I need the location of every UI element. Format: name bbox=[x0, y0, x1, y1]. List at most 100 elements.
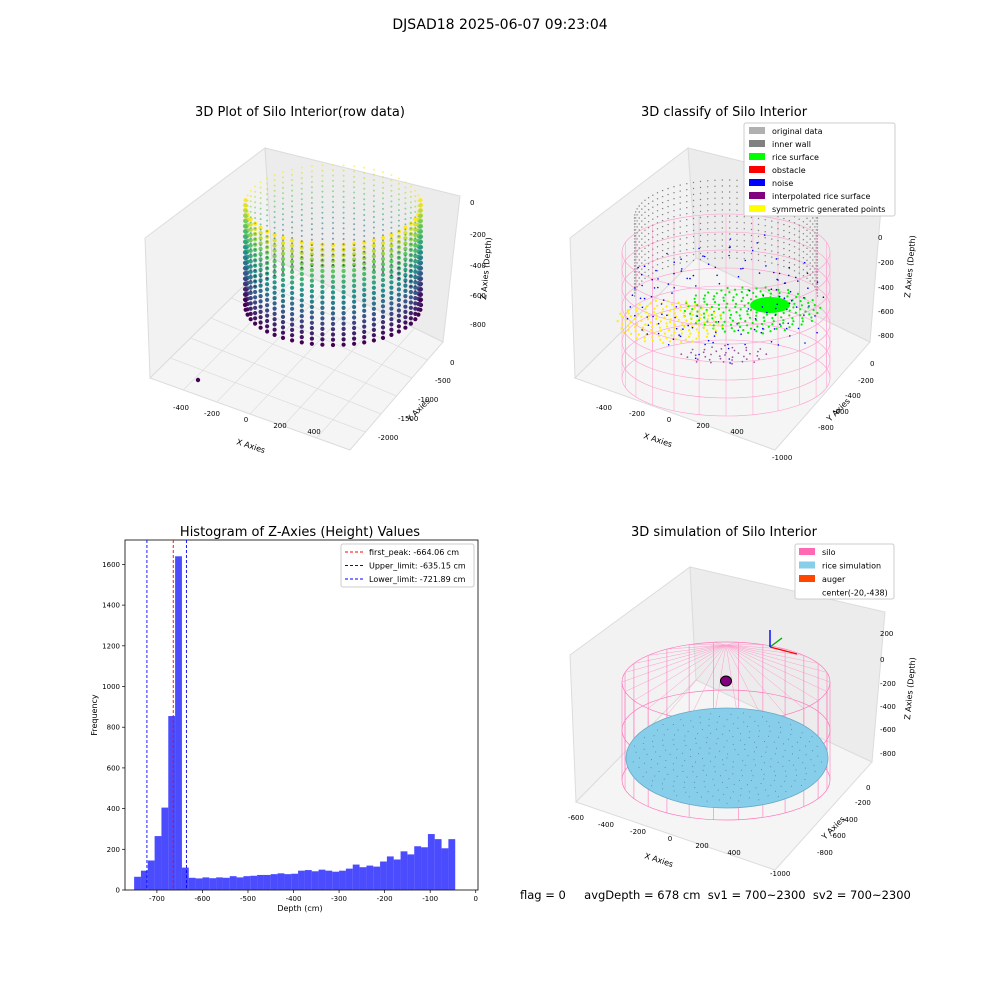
inner-wall-point bbox=[692, 211, 695, 214]
rice-surface-point bbox=[769, 330, 772, 333]
inner-wall-point bbox=[714, 203, 716, 205]
p1-xlabel: X Axies bbox=[235, 437, 266, 455]
inner-wall-point bbox=[721, 221, 723, 223]
rice-mesh-point bbox=[645, 771, 647, 773]
rice-surface-point bbox=[711, 317, 714, 320]
inner-wall-point bbox=[802, 221, 805, 223]
inner-wall-point bbox=[729, 209, 731, 211]
inner-wall-point bbox=[816, 274, 818, 276]
inner-wall-point bbox=[634, 226, 636, 228]
inner-wall-point bbox=[757, 235, 760, 238]
inner-wall-point bbox=[812, 223, 814, 225]
rice-surface-point bbox=[683, 309, 686, 313]
inner-wall-point bbox=[673, 252, 675, 254]
rice-surface-point bbox=[703, 300, 706, 303]
inner-wall-point bbox=[686, 237, 688, 239]
noise-point bbox=[689, 277, 691, 280]
inner-wall-point bbox=[814, 220, 816, 222]
symmetric-point bbox=[673, 307, 676, 310]
inner-wall-point bbox=[793, 270, 796, 272]
symmetric-point bbox=[627, 328, 630, 331]
histogram-bar bbox=[154, 836, 162, 890]
inner-wall-point bbox=[652, 194, 654, 196]
inner-wall-point bbox=[707, 216, 709, 218]
rice-mesh-point bbox=[726, 719, 728, 721]
interpolated-point bbox=[722, 361, 725, 363]
rice-surface-point bbox=[706, 320, 709, 323]
outlier-point bbox=[195, 377, 201, 383]
p4-ytick: -200 bbox=[855, 799, 871, 807]
noise-point bbox=[673, 272, 675, 275]
inner-wall-point bbox=[764, 219, 766, 221]
inner-wall-point bbox=[721, 251, 723, 253]
rice-surface-point bbox=[749, 327, 753, 330]
rice-mesh-point bbox=[743, 712, 744, 714]
inner-wall-point bbox=[641, 256, 643, 258]
rice-mesh-point bbox=[673, 769, 675, 771]
inner-wall-point bbox=[814, 256, 816, 258]
axis-y-arrow bbox=[769, 637, 783, 648]
symmetric-point bbox=[685, 319, 688, 322]
symmetric-point bbox=[647, 314, 650, 317]
noise-point bbox=[729, 362, 731, 364]
rice-mesh-point bbox=[739, 779, 740, 781]
rice-mesh-point bbox=[696, 776, 698, 778]
noise-point bbox=[776, 278, 778, 281]
inner-wall-point bbox=[806, 253, 808, 255]
p2-zlabel: Z Axies (Depth) bbox=[903, 235, 917, 298]
rice-surface-point bbox=[775, 327, 778, 330]
rice-surface-point bbox=[747, 302, 750, 305]
rice-mesh-point bbox=[748, 737, 750, 739]
histogram-bar bbox=[427, 834, 435, 890]
legend-label: first_peak: -664.06 cm bbox=[369, 548, 459, 557]
rice-mesh-point bbox=[669, 753, 671, 755]
inner-wall-point bbox=[743, 222, 745, 224]
inner-wall-point bbox=[736, 185, 738, 187]
rice-mesh-point bbox=[723, 725, 725, 727]
rice-mesh-point bbox=[684, 760, 686, 762]
inner-wall-point bbox=[777, 252, 779, 254]
noise-point bbox=[808, 305, 810, 307]
rice-surface-point bbox=[748, 316, 752, 319]
rice-mesh-point bbox=[746, 784, 748, 786]
rice-mesh-point bbox=[665, 749, 667, 751]
rice-surface-point bbox=[696, 304, 699, 307]
inner-wall-point bbox=[635, 247, 637, 249]
p4-ytick: 0 bbox=[866, 784, 870, 792]
rice-surface-point bbox=[762, 316, 765, 319]
symmetric-point bbox=[649, 302, 652, 305]
inner-wall-point bbox=[644, 259, 646, 261]
symmetric-point bbox=[621, 322, 624, 325]
symmetric-point bbox=[679, 309, 682, 312]
rice-mesh-point bbox=[708, 718, 710, 720]
legend-swatch bbox=[749, 192, 765, 199]
inner-wall-point bbox=[633, 277, 636, 279]
inner-wall-point bbox=[656, 204, 659, 206]
noise-point bbox=[647, 324, 650, 327]
inner-wall-point bbox=[692, 199, 695, 202]
noise-point bbox=[657, 278, 659, 280]
inner-wall-point bbox=[764, 255, 766, 257]
rice-mesh-point bbox=[687, 730, 689, 732]
rice-mesh-point bbox=[692, 726, 694, 728]
noise-point bbox=[643, 265, 646, 268]
inner-wall-point bbox=[667, 265, 669, 268]
noise-point bbox=[631, 294, 634, 297]
inner-wall-point bbox=[635, 223, 637, 225]
p1-ztick: 0 bbox=[470, 199, 474, 207]
noise-point bbox=[675, 306, 678, 308]
inner-wall-point bbox=[673, 228, 675, 230]
rice-mesh-point bbox=[695, 737, 697, 739]
rice-surface-point bbox=[787, 288, 790, 292]
histogram-bar bbox=[236, 877, 244, 890]
inner-wall-point bbox=[638, 247, 640, 249]
noise-point bbox=[672, 338, 675, 341]
rice-mesh-point bbox=[755, 787, 757, 789]
rice-mesh-point bbox=[821, 761, 822, 763]
rice-surface-point bbox=[743, 304, 746, 307]
inner-wall-point bbox=[816, 262, 818, 264]
noise-point bbox=[660, 303, 663, 305]
rice-surface-point bbox=[782, 311, 785, 315]
rice-mesh-point bbox=[712, 778, 714, 780]
inner-wall-point bbox=[793, 264, 796, 266]
